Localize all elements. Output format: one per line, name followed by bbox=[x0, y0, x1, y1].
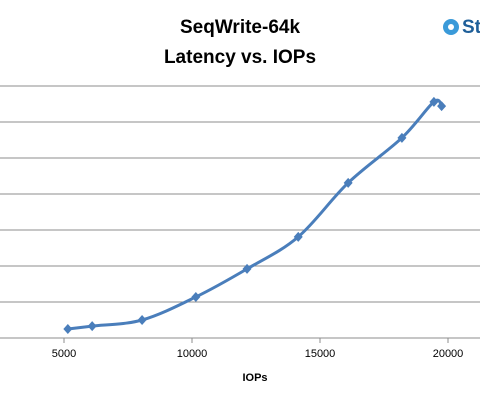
x-tick-label: 10000 bbox=[177, 348, 208, 360]
marker bbox=[137, 315, 147, 325]
x-tick-label: 5000 bbox=[52, 348, 76, 360]
logo-icon-hole bbox=[448, 24, 454, 30]
logo-text: St bbox=[462, 17, 480, 38]
marker bbox=[437, 101, 447, 112]
x-tick-label: 20000 bbox=[433, 348, 464, 360]
line bbox=[67, 98, 443, 331]
marker bbox=[293, 231, 303, 242]
chart-title: SeqWrite-64k bbox=[180, 17, 300, 38]
marker bbox=[343, 177, 353, 188]
marker bbox=[429, 96, 439, 107]
marker bbox=[87, 321, 97, 332]
x-axis-title: IOPs bbox=[242, 372, 267, 384]
chart-subtitle: Latency vs. IOPs bbox=[164, 47, 316, 68]
marker bbox=[397, 132, 407, 143]
logo: St bbox=[443, 17, 480, 38]
marker bbox=[191, 291, 201, 302]
marker bbox=[63, 324, 73, 334]
marker bbox=[242, 263, 252, 274]
x-tick-label: 15000 bbox=[305, 348, 336, 360]
